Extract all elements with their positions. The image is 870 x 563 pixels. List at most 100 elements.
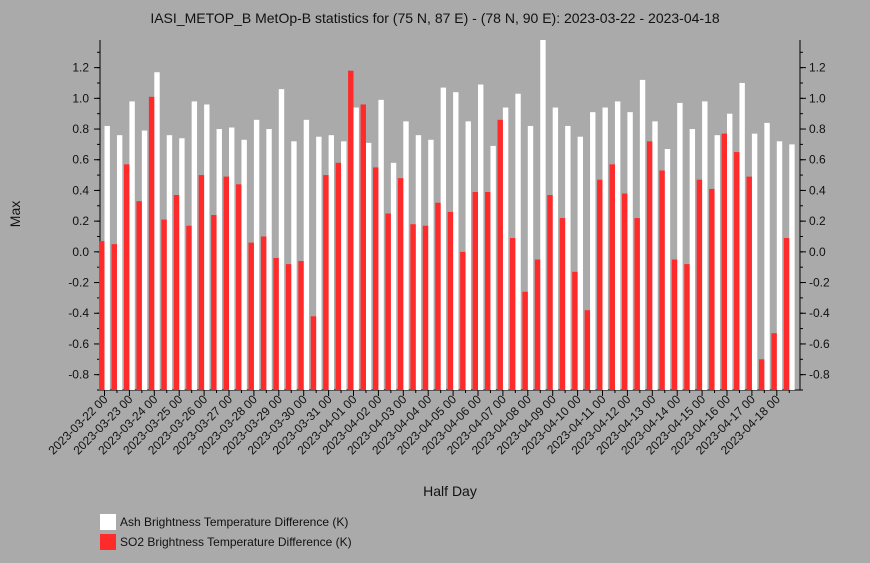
bar-so2 xyxy=(460,251,466,390)
bar-ash xyxy=(552,107,559,391)
bar-ash xyxy=(353,107,359,391)
bar-so2 xyxy=(410,224,416,390)
bars xyxy=(99,40,795,391)
bar-so2 xyxy=(758,359,765,390)
bar-ash xyxy=(515,93,521,390)
bar-so2 xyxy=(248,242,254,390)
bar-so2 xyxy=(323,175,329,390)
bar-ash xyxy=(590,112,596,391)
bar-ash xyxy=(652,121,658,390)
bar-so2 xyxy=(559,218,566,390)
bar-so2 xyxy=(236,184,242,390)
y-tick-label-left: 0.0 xyxy=(72,245,89,259)
y-tick-label-left: 0.4 xyxy=(72,183,89,197)
bar-so2 xyxy=(211,215,217,390)
bar-ash xyxy=(664,148,671,390)
y-tick-label-right: -0.6 xyxy=(809,337,830,351)
bar-so2 xyxy=(783,238,790,390)
bar-ash xyxy=(179,138,185,390)
bar-ash xyxy=(341,141,347,390)
bar-ash xyxy=(328,135,334,390)
y-tick-label-right: -0.2 xyxy=(809,276,830,290)
bar-ash xyxy=(540,40,546,390)
axes: -0.8 -0.8 -0.6 -0.6 -0.4 -0.4 -0.2 -0.2 0.0 0.0 0.… xyxy=(46,40,830,457)
y-tick-label-right: 1.0 xyxy=(809,91,826,105)
y-tick-label-left: -0.2 xyxy=(68,276,89,290)
y-tick-label-right: 0.8 xyxy=(809,122,826,136)
bar-ash xyxy=(702,101,708,391)
bar-ash xyxy=(390,162,397,390)
bar-so2 xyxy=(99,241,105,390)
bar-ash xyxy=(565,125,571,391)
bar-so2 xyxy=(447,211,454,390)
legend-label-so2: SO2 Brightness Temperature Difference (K… xyxy=(120,535,352,549)
bar-so2 xyxy=(534,259,541,390)
y-tick-label-left: -0.6 xyxy=(68,337,89,351)
bar-so2 xyxy=(385,213,391,390)
bar-ash xyxy=(129,101,135,391)
bar-ash xyxy=(440,87,447,391)
bar-ash xyxy=(154,72,160,390)
bar-so2 xyxy=(497,119,503,391)
bar-ash xyxy=(415,135,422,390)
y-tick-label-left: 1.0 xyxy=(72,91,89,105)
bar-ash xyxy=(241,139,247,390)
bar-so2 xyxy=(161,219,167,390)
bar-ash xyxy=(602,107,608,391)
bar-so2 xyxy=(659,170,665,390)
y-tick-label-right: -0.8 xyxy=(809,368,830,382)
bar-so2 xyxy=(260,236,267,390)
legend-swatch-ash xyxy=(100,514,116,530)
bar-so2 xyxy=(597,179,603,390)
bar-ash xyxy=(689,129,696,390)
y-tick-label-left: 0.8 xyxy=(72,122,89,136)
bar-so2 xyxy=(771,333,777,390)
bar-ash xyxy=(614,101,621,391)
bar-so2 xyxy=(522,291,528,390)
bar-so2 xyxy=(298,261,304,390)
y-tick-label-right: 0.4 xyxy=(809,183,826,197)
bar-ash xyxy=(116,135,123,390)
y-axis-label: Max xyxy=(7,201,23,227)
x-axis-label: Half Day xyxy=(423,483,477,499)
bar-ash xyxy=(266,129,272,390)
bar-ash xyxy=(751,133,758,390)
bar-ash xyxy=(627,112,633,391)
bar-so2 xyxy=(609,164,615,390)
legend-item-ash: Ash Brightness Temperature Difference (K… xyxy=(100,512,352,532)
bar-so2 xyxy=(721,133,727,390)
bar-ash xyxy=(229,127,235,390)
bar-so2 xyxy=(472,191,478,390)
bar-ash xyxy=(490,145,496,390)
bar-so2 xyxy=(186,225,192,390)
bar-ash xyxy=(714,135,720,390)
bar-ash xyxy=(577,136,583,390)
bar-so2 xyxy=(485,191,491,390)
bar-ash xyxy=(216,129,222,390)
bar-ash xyxy=(478,84,484,390)
legend-swatch-so2 xyxy=(100,534,116,550)
bar-ash xyxy=(502,107,509,391)
bar-so2 xyxy=(373,167,379,390)
bar-ash xyxy=(428,139,434,390)
bar-so2 xyxy=(148,96,155,390)
bar-so2 xyxy=(273,257,279,390)
bar-ash xyxy=(465,121,471,390)
bar-so2 xyxy=(509,238,516,390)
legend-item-so2: SO2 Brightness Temperature Difference (K… xyxy=(100,532,352,552)
bar-ash xyxy=(365,142,372,390)
bar-ash xyxy=(291,141,297,390)
bar-so2 xyxy=(746,176,752,390)
bar-so2 xyxy=(572,271,578,390)
bar-ash xyxy=(639,79,646,390)
bar-so2 xyxy=(397,178,404,390)
y-tick-label-left: -0.4 xyxy=(68,306,89,320)
bar-so2 xyxy=(124,164,130,390)
y-tick-label-right: 1.2 xyxy=(809,61,826,75)
chart-title: IASI_METOP_B MetOp-B statistics for (75 … xyxy=(150,10,720,26)
y-tick-label-left: 1.2 xyxy=(72,61,89,75)
bar-ash xyxy=(453,92,459,390)
bar-ash xyxy=(204,104,210,390)
bar-so2 xyxy=(696,179,703,390)
